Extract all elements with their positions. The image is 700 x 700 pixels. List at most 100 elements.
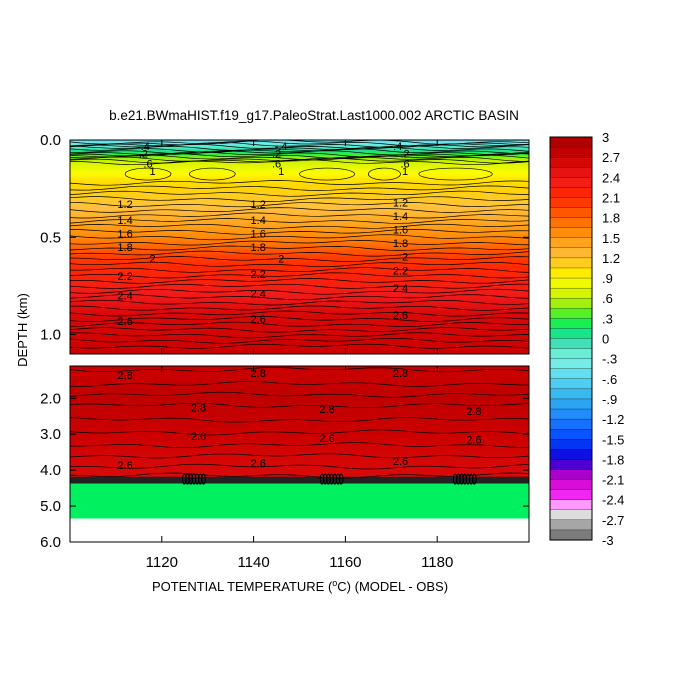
contour-label: 1.6: [251, 228, 266, 240]
colorbar-swatch: [549, 267, 593, 279]
colorbar-swatch: [549, 167, 593, 178]
upper-panel-contour-bubble: [299, 167, 355, 181]
colorbar-label: -.9: [602, 392, 617, 407]
lower-panel-y-tick-label: 3.0: [40, 426, 61, 443]
upper-panel-y-tick-label: 1.0: [40, 327, 61, 344]
colorbar-label: -2.1: [602, 473, 624, 488]
upper-panel-contour-line: [69, 267, 530, 273]
lower-panel-y-tick-label: 5.0: [40, 498, 61, 515]
contour-label: -.4: [275, 141, 288, 153]
lower-panel-contour-line: [69, 381, 530, 387]
upper-panel-contour-line: [69, 190, 529, 197]
contour-label: 2.8: [251, 368, 266, 380]
colorbar-label: -1.2: [602, 412, 624, 427]
colorbar-label: 2.1: [602, 190, 620, 205]
colorbar-label: -.6: [602, 372, 617, 387]
upper-panel-contour-line: [69, 288, 530, 295]
upper-panel-contour-line: [69, 337, 530, 344]
contour-label: 2.6: [117, 460, 132, 472]
upper-panel-contour-line: [69, 310, 530, 317]
lower-panel-contours: [69, 367, 530, 485]
x-tick-label: 1160: [329, 554, 361, 571]
lower-panel-contour-line: [69, 402, 530, 409]
contour-labels: -.4 -.4 -.4.2.61.2.61.2.611.21.41.61.822.2…: [117, 141, 481, 472]
colorbar-swatch: [549, 358, 593, 370]
lower-panel-contour-line: [69, 463, 530, 470]
contour-label: 1.6: [117, 228, 132, 240]
contour-label: 2: [150, 254, 156, 266]
upper-panel-contour-line: [69, 234, 530, 241]
lower-panel-fill: [70, 366, 529, 542]
colorbar-swatch: [549, 459, 593, 471]
lower-panel-field: [70, 366, 529, 483]
upper-panel-contour-line: [69, 228, 530, 235]
lower-panel: 2.0 3.0 4.0 5.0 6.0 1120 1140 1160 1180: [40, 365, 530, 571]
colorbar-swatch: [549, 489, 593, 501]
colorbar-swatch: [549, 328, 593, 340]
colorbar-swatch: [549, 207, 593, 219]
colorbar-label: 2.7: [602, 150, 620, 165]
contour-label: 1: [402, 166, 408, 178]
lower-panel-contour-line: [69, 472, 530, 479]
upper-panel-contour-line: [69, 196, 530, 202]
upper-panel-contour-line: [69, 245, 530, 251]
contour-label: 1.2: [393, 197, 408, 209]
contour-label: 2.6: [393, 456, 408, 468]
upper-panel-contour-line: [69, 151, 530, 158]
contour-label: 2.6: [466, 435, 481, 447]
colorbar-swatch: [549, 227, 593, 239]
colorbar-swatch: [549, 408, 593, 420]
lower-panel-y-tick-label: 4.0: [40, 462, 61, 479]
colorbar-swatch: [549, 348, 593, 360]
contour-label: 1: [278, 166, 284, 178]
colorbar-swatch: [549, 257, 593, 269]
contour-label: 2.8: [117, 370, 132, 382]
colorbar-label: -2.4: [602, 493, 624, 508]
x-tick-label: 1120: [146, 554, 178, 571]
contour-label: 2.2: [117, 271, 132, 283]
upper-panel-contour-line: [69, 305, 530, 311]
upper-panel-contour-bubble: [188, 167, 236, 181]
colorbar-label: -1.5: [602, 432, 624, 447]
lower-panel-missing-fill: [70, 483, 529, 519]
colorbar-swatch: [549, 398, 593, 410]
colorbar-swatch: [549, 217, 593, 229]
colorbar-label: -2.7: [602, 513, 624, 528]
colorbar-swatch: [549, 146, 593, 158]
contour-label: -.4: [389, 141, 402, 153]
upper-panel-contour-line: [69, 299, 530, 306]
colorbar-swatch: [549, 469, 593, 481]
contour-label: .6: [272, 158, 281, 170]
upper-panel-contour-line: [69, 143, 530, 150]
lower-panel-blank: [70, 518, 529, 542]
colorbar-swatch: [549, 509, 593, 521]
contour-label: 2.4: [393, 283, 408, 295]
x-axis-label-suffix: C) (MODEL - OBS): [337, 579, 448, 594]
upper-panel-contour-line: [69, 321, 529, 328]
upper-panel: 0.0 0.5 1.0: [40, 132, 530, 355]
upper-panel-ticks: 0.0 0.5 1.0: [40, 132, 529, 354]
contour-label: 1.8: [251, 242, 266, 254]
contour-label: 2.2: [393, 265, 408, 277]
contour-label: 2.6: [117, 316, 132, 328]
contour-label: 1.8: [393, 238, 408, 250]
colorbar-swatch: [549, 519, 593, 531]
upper-panel-contour-line: [69, 316, 530, 322]
contour-label: 1.2: [117, 199, 132, 211]
lower-panel-contour-line: [69, 367, 530, 373]
contour-label: 2.6: [251, 458, 266, 470]
colorbar-swatch: [549, 197, 593, 209]
contour-label: 2.8: [393, 368, 408, 380]
colorbar-label: -1.8: [602, 452, 624, 467]
contour-label: 1.4: [251, 215, 266, 227]
contour-label: 2.8: [319, 404, 334, 416]
upper-panel-fill: [70, 140, 529, 354]
upper-panel-contour-line: [69, 145, 530, 151]
contour-label: .2: [400, 149, 409, 161]
upper-panel-contour-line: [69, 294, 530, 301]
contour-label: -.4: [137, 141, 150, 153]
colorbar-swatch: [549, 318, 593, 329]
colorbar-label: 3: [602, 130, 609, 145]
upper-panel-contour-line: [69, 146, 530, 153]
